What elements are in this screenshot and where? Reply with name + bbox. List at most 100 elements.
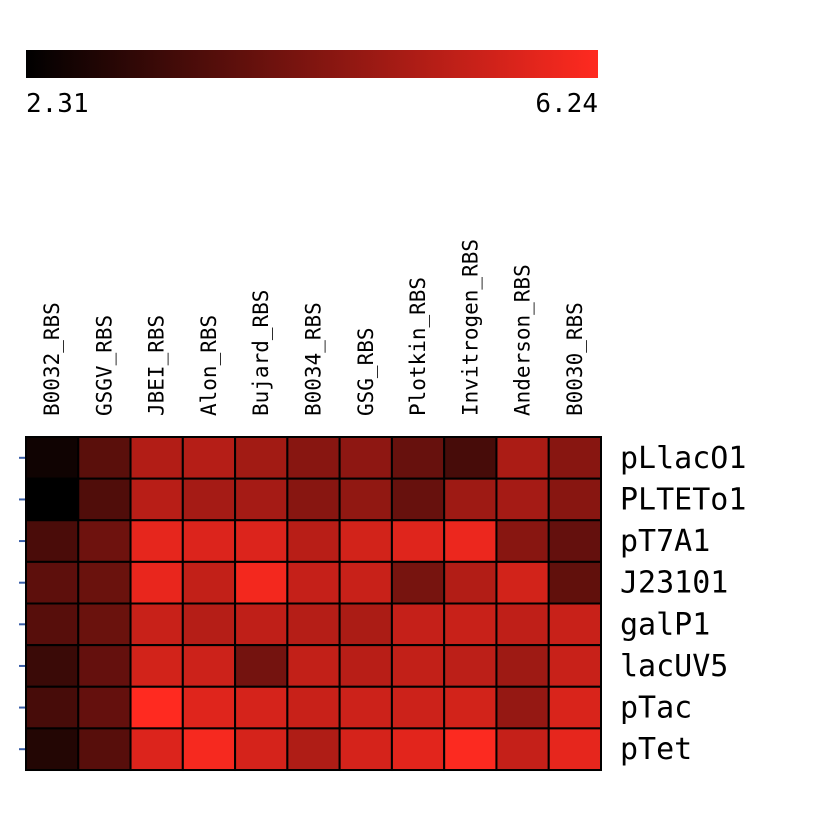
row-ticks xyxy=(19,458,26,749)
heatmap-cell xyxy=(287,437,339,479)
heatmap-cell xyxy=(131,645,183,687)
row-label: pT7A1 xyxy=(620,524,710,559)
heatmap-cell xyxy=(496,728,548,770)
heatmap-cell xyxy=(26,687,78,729)
heatmap-cell xyxy=(549,479,601,521)
heatmap-cell xyxy=(78,687,130,729)
column-label: Invitrogen_RBS xyxy=(458,239,482,416)
heatmap-cell xyxy=(26,604,78,646)
column-label: GSGV_RBS xyxy=(92,315,116,416)
column-label: Alon_RBS xyxy=(197,315,221,416)
heatmap-cell xyxy=(444,520,496,562)
row-label: pTet xyxy=(620,732,692,767)
row-label: galP1 xyxy=(620,607,710,642)
heatmap-cell xyxy=(392,479,444,521)
colorbar-min-label: 2.31 xyxy=(26,89,89,119)
heatmap-cell xyxy=(444,645,496,687)
heatmap-cell xyxy=(549,520,601,562)
row-label: PLTETo1 xyxy=(620,482,746,517)
column-label: Bujard_RBS xyxy=(249,290,273,416)
heatmap-cell xyxy=(549,687,601,729)
heatmap-cell xyxy=(549,562,601,604)
heatmap-cell xyxy=(131,520,183,562)
heatmap-cell xyxy=(496,562,548,604)
row-labels: pLlacO1 PLTETo1 pT7A1 J23101 galP1 lacUV5 pTac… xyxy=(620,441,746,767)
heatmap-cell xyxy=(340,728,392,770)
heatmap-cell xyxy=(131,437,183,479)
heatmap-cell xyxy=(444,728,496,770)
heatmap-cell xyxy=(78,520,130,562)
heatmap-cell xyxy=(235,728,287,770)
heatmap-cell xyxy=(235,687,287,729)
heatmap-cell xyxy=(392,520,444,562)
heatmap-cell xyxy=(287,728,339,770)
heatmap-cell xyxy=(26,562,78,604)
row-label: pTac xyxy=(620,691,692,726)
heatmap-cell xyxy=(183,562,235,604)
heatmap-cell xyxy=(183,728,235,770)
column-label: Plotkin_RBS xyxy=(406,277,430,416)
heatmap-cell xyxy=(183,437,235,479)
heatmap-cell xyxy=(131,728,183,770)
heatmap-cell xyxy=(78,645,130,687)
heatmap-cell xyxy=(183,479,235,521)
heatmap-cell xyxy=(78,437,130,479)
column-labels: B0032_RBS GSGV_RBS JBEI_RBS Alon_RBS Bujard_… xyxy=(40,239,587,416)
heatmap-cell xyxy=(444,562,496,604)
heatmap-cell xyxy=(496,479,548,521)
heatmap-cell xyxy=(26,437,78,479)
column-label: GSG_RBS xyxy=(354,327,378,416)
heatmap-cell xyxy=(496,437,548,479)
heatmap-cell xyxy=(287,520,339,562)
heatmap-cell xyxy=(78,562,130,604)
heatmap-cell xyxy=(549,604,601,646)
heatmap-cell xyxy=(392,437,444,479)
heatmap-cell xyxy=(340,645,392,687)
heatmap-cell xyxy=(235,520,287,562)
row-label: lacUV5 xyxy=(620,649,728,684)
heatmap-cell xyxy=(340,479,392,521)
heatmap-cell xyxy=(26,520,78,562)
heatmap-cell xyxy=(235,645,287,687)
heatmap-cell xyxy=(131,562,183,604)
heatmap-cells xyxy=(26,437,601,770)
heatmap-cell xyxy=(444,479,496,521)
column-label: Anderson_RBS xyxy=(511,264,535,416)
column-label: B0030_RBS xyxy=(563,302,587,416)
heatmap-cell xyxy=(340,604,392,646)
heatmap-cell xyxy=(26,728,78,770)
colorbar: 2.31 6.24 xyxy=(26,50,598,119)
heatmap-cell xyxy=(340,562,392,604)
column-label: B0034_RBS xyxy=(302,302,326,416)
heatmap-cell xyxy=(496,687,548,729)
heatmap-cell xyxy=(496,520,548,562)
heatmap-cell xyxy=(78,604,130,646)
heatmap-cell xyxy=(549,437,601,479)
heatmap-cell xyxy=(444,437,496,479)
heatmap-cell xyxy=(392,687,444,729)
heatmap-cell xyxy=(26,645,78,687)
heatmap-cell xyxy=(444,604,496,646)
heatmap-cell xyxy=(496,645,548,687)
heatmap-cell xyxy=(340,520,392,562)
heatmap-cell xyxy=(287,645,339,687)
heatmap-cell xyxy=(340,687,392,729)
heatmap-cell xyxy=(131,687,183,729)
column-label: B0032_RBS xyxy=(40,302,64,416)
heatmap-cell xyxy=(287,604,339,646)
heatmap-cell xyxy=(444,687,496,729)
heatmap-cell xyxy=(78,728,130,770)
heatmap-cell xyxy=(183,687,235,729)
colorbar-max-label: 6.24 xyxy=(535,89,598,119)
heatmap-cell xyxy=(392,645,444,687)
heatmap-cell xyxy=(235,604,287,646)
colorbar-gradient xyxy=(26,50,598,78)
heatmap-cell xyxy=(392,604,444,646)
row-label: J23101 xyxy=(620,566,728,601)
heatmap-cell xyxy=(78,479,130,521)
heatmap-cell xyxy=(549,645,601,687)
heatmap-cell xyxy=(183,520,235,562)
heatmap-cell xyxy=(183,645,235,687)
heatmap-cell xyxy=(287,562,339,604)
